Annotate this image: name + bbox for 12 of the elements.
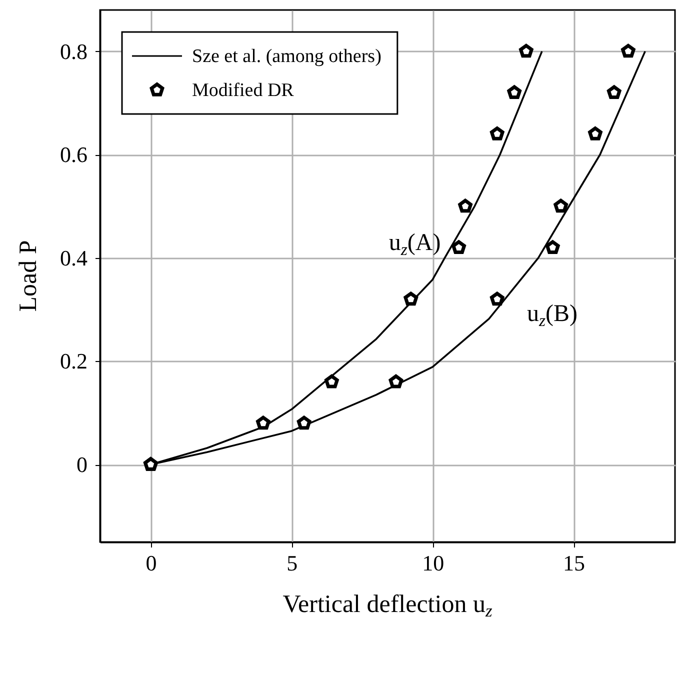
x-tick-label: 10	[422, 550, 444, 576]
x-tick-label: 15	[563, 550, 586, 576]
x-tick-label: 5	[286, 550, 298, 576]
y-tick-label: 0	[76, 452, 88, 478]
y-tick-label: 0.6	[60, 142, 88, 168]
y-tick-label: 0.2	[60, 348, 88, 374]
x-tick-label: 0	[146, 550, 157, 576]
y-tick-label: 0.8	[60, 38, 88, 64]
y-tick-label: 0.4	[60, 245, 88, 270]
legend-label: Modified DR	[192, 80, 294, 101]
y-axis-title: Load P	[15, 240, 42, 312]
legend-label: Sze et al. (among others)	[192, 46, 382, 67]
